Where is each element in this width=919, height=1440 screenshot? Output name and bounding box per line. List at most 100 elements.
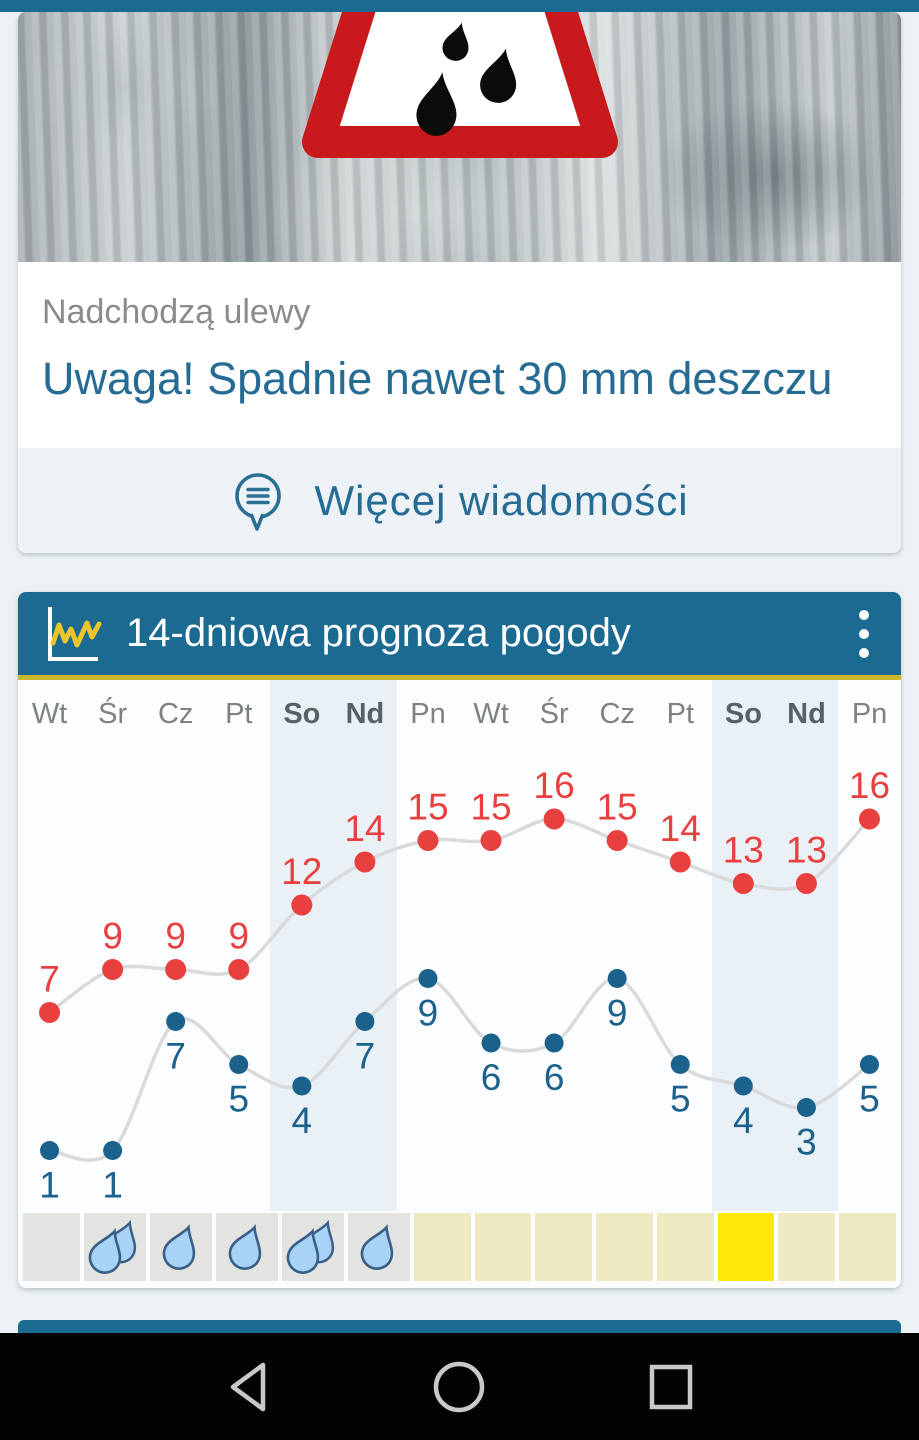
precip-cell-fair [839, 1213, 897, 1281]
max-temp-point [543, 808, 565, 830]
precip-cell-rain-heavy [281, 1213, 344, 1281]
rain-drop-icon [360, 1224, 393, 1270]
max-temp-label: 12 [281, 851, 322, 892]
max-temp-point [480, 830, 502, 851]
max-temp-point [858, 808, 880, 830]
max-temp-label: 9 [165, 916, 186, 957]
max-temp-point [417, 830, 439, 851]
recents-icon [649, 1364, 692, 1409]
day-label: Pt [225, 698, 253, 730]
news-article-card[interactable]: Nadchodzą ulewy Uwaga! Spadnie nawet 30 … [18, 12, 901, 553]
heavy-rain-icon [88, 1219, 136, 1274]
precip-cell-fair [413, 1213, 471, 1281]
rain-warning-sign-icon [301, 12, 618, 158]
max-temp-point [102, 959, 124, 980]
max-temp-label: 14 [660, 808, 701, 849]
line-chart-icon [48, 606, 102, 661]
max-temp-point [39, 1002, 61, 1023]
min-temp-point [292, 1076, 312, 1096]
day-label: Cz [157, 698, 194, 730]
home-icon [433, 1361, 484, 1412]
min-temp-point [796, 1098, 816, 1117]
min-temp-point [418, 969, 438, 988]
precip-cell-rain-light [347, 1213, 410, 1281]
max-temp-point [669, 851, 691, 873]
max-temp-label: 15 [597, 787, 638, 828]
day-label-row: Wt Śr Cz Pt So Nd Pn Wt Śr Cz Pt So Nd Pn [18, 692, 901, 736]
day-label: Cz [599, 698, 635, 730]
max-temp-point [606, 830, 628, 851]
min-temp-label: 1 [102, 1165, 123, 1206]
min-temp-label: 5 [670, 1079, 691, 1120]
rain-drop-icon [228, 1224, 261, 1270]
day-label: Śr [539, 698, 569, 730]
weekend-column-tint [333, 680, 397, 1211]
more-news-button[interactable]: Więcej wiadomości [18, 448, 901, 553]
recents-button[interactable] [647, 1361, 695, 1413]
home-button[interactable] [432, 1359, 486, 1415]
precipitation-row [18, 1213, 901, 1281]
next-card-header-edge [18, 1320, 901, 1333]
precip-cell-fair [656, 1213, 714, 1281]
min-temp-point [859, 1055, 879, 1074]
day-label: Wt [473, 698, 509, 730]
max-temp-label: 15 [470, 787, 511, 828]
min-temp-point [166, 1012, 186, 1031]
max-temp-label: 16 [534, 765, 575, 806]
max-temp-point [795, 873, 817, 894]
android-nav-bar [0, 1333, 919, 1440]
min-temp-label: 9 [607, 993, 628, 1034]
day-label: Nd [345, 698, 385, 730]
min-temp-point [103, 1141, 123, 1160]
day-label: So [283, 698, 321, 730]
max-temp-label: 16 [849, 765, 890, 806]
forecast-chart-area: Wt Śr Cz Pt So Nd Pn Wt Śr Cz Pt So Nd Pn 7 9 9 9 12 14 15 1… [18, 680, 901, 1283]
day-label: Pt [666, 698, 695, 730]
min-temp-label: 7 [165, 1036, 186, 1077]
max-temp-point [291, 894, 313, 916]
min-temp-label: 3 [796, 1122, 817, 1163]
max-temp-point [732, 873, 754, 894]
weekend-column-tint [711, 680, 776, 1211]
day-label: Wt [31, 698, 68, 730]
day-label: So [724, 698, 762, 730]
max-temp-label: 15 [407, 787, 448, 828]
max-temp-point [165, 959, 187, 980]
min-temp-point [607, 969, 627, 988]
min-temp-label: 4 [733, 1100, 754, 1141]
min-temp-point [481, 1033, 501, 1053]
min-temp-point [229, 1055, 249, 1074]
more-news-label: Więcej wiadomości [314, 476, 689, 524]
speech-bubble-icon [235, 472, 282, 531]
day-label: Nd [787, 698, 826, 730]
min-temp-label: 5 [228, 1079, 249, 1120]
min-temp-label: 6 [544, 1057, 565, 1098]
min-temp-label: 7 [355, 1036, 376, 1077]
min-temp-label: 4 [292, 1100, 313, 1141]
forecast-card: 14-dniowa prognoza pogody Wt Śr Cz Pt So Nd Pn… [18, 592, 901, 1288]
min-temp-point [670, 1055, 690, 1074]
max-temp-label: 7 [39, 959, 60, 1000]
max-temp-label: 13 [723, 830, 764, 871]
article-kicker: Nadchodzą ulewy [42, 293, 311, 331]
day-label: Śr [98, 698, 128, 730]
back-button[interactable] [225, 1359, 271, 1415]
precip-cell-fair [474, 1213, 532, 1281]
day-label: Pn [410, 698, 446, 730]
article-photo-rainy-window [18, 12, 901, 262]
day-label: Pn [851, 698, 888, 730]
precip-cell-none [23, 1213, 80, 1281]
max-temp-label: 13 [786, 830, 827, 871]
kebab-menu-button[interactable] [853, 604, 875, 664]
min-temp-label: 5 [859, 1079, 880, 1120]
article-headline: Uwaga! Spadnie nawet 30 mm deszczu [42, 352, 833, 404]
precip-cell-sunny [717, 1213, 775, 1281]
forecast-chart-svg: 7 9 9 9 12 14 15 15 16 15 14 13 13 16 1 1 7 5 4 7 9 6 6 9 5 4 3 5 [39, 765, 890, 1206]
min-temp-label: 6 [481, 1057, 502, 1098]
heavy-rain-icon [286, 1219, 334, 1274]
max-temp-point [228, 959, 250, 980]
min-temp-point [733, 1076, 753, 1096]
rain-drop-icon [162, 1224, 195, 1270]
min-temp-label: 1 [39, 1165, 60, 1206]
min-temp-label: 9 [418, 993, 439, 1034]
